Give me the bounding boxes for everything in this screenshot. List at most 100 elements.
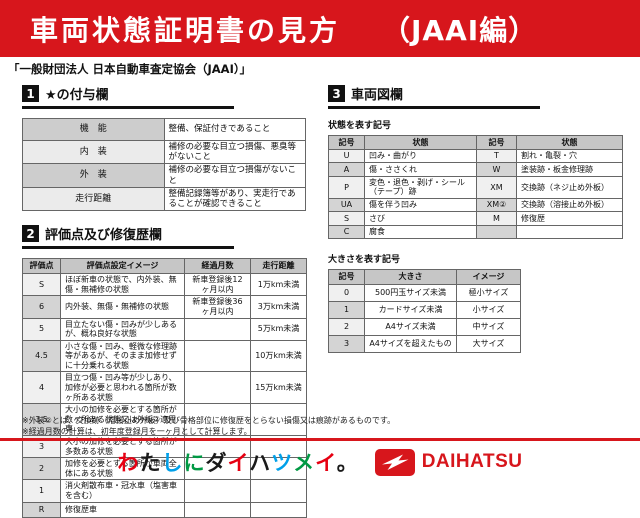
symbol-cell: W [476, 162, 517, 177]
table-row: 5 目立たない傷・凹みが少しあるが、概ね良好な状態 5万km未満 [22, 317, 307, 341]
slogan-char: ツ [271, 451, 294, 475]
table-row: 4.5 小さな傷・凹み、軽微な修理跡等があるが、そのまま加修せずに十分乗れる状態… [22, 339, 307, 373]
symbol-cell: XM② [476, 197, 517, 213]
column-header: イメージ [456, 269, 521, 286]
section2-title: 評価点及び修復歴欄 [45, 228, 163, 244]
mileage-cell [250, 501, 307, 518]
state-cell: 交換跡（溶接止め外板） [516, 197, 623, 213]
slogan-char: メ [293, 451, 316, 475]
image-cell: 小サイズ [456, 301, 521, 320]
slogan-char: 。 [336, 451, 359, 475]
state-symbols-caption: 状態を表す記号 [328, 121, 392, 131]
mileage-cell: 1万km未満 [250, 273, 307, 297]
size-symbols-table: 記号 大きさ イメージ 0 500円玉サイズ未満 極小サイズ 1 カードサイズ未… [328, 269, 521, 354]
column-header: 記号 [328, 269, 365, 286]
symbol-cell: 2 [328, 318, 365, 337]
mileage-cell: 10万km未満 [250, 339, 307, 373]
row-desc: 整備記録簿等があり、実走行であることが確認できること [163, 186, 306, 212]
table-row: U 凹み・曲がり T 割れ・亀裂・穴 [328, 148, 623, 164]
desc-cell: 大小の加修を必要とする箇所が数ヶ所ある状態又は外板②適用車 [60, 403, 185, 437]
months-cell: 新車登録後36ヶ月以内 [184, 295, 251, 319]
state-cell: 交換跡（ネジ止め外板） [516, 175, 623, 199]
section1-number-badge: 1 [22, 85, 39, 102]
state-symbols-table: 記号 状態 記号 状態 U 凹み・曲がり T 割れ・亀裂・穴 A 傷・ささくれ … [328, 135, 623, 240]
row-desc: 整備、保証付きであること [163, 118, 306, 141]
slogan-char: た [139, 451, 162, 475]
table-header-row: 評価点 評価点設定イメージ 経過月数 走行距離 [22, 258, 307, 275]
months-cell: 新車登録後12ヶ月以内 [184, 273, 251, 297]
table-row: 2 A4サイズ未満 中サイズ [328, 318, 521, 337]
footnotes: ※外装②とは、交換跡（溶接止め外板）及び骨格部位に修復歴をとらない損傷又は痕跡が… [22, 416, 395, 438]
column-header: 記号 [476, 135, 517, 150]
months-cell [184, 317, 251, 341]
state-cell: 傷を伴う凹み [364, 197, 477, 213]
slogan-char: イ [227, 451, 250, 475]
column-header: 評価点設定イメージ [60, 258, 185, 275]
slogan-char: に [183, 451, 206, 475]
table-row: C 腐食 [328, 224, 623, 240]
row-label: 外 装 [22, 163, 165, 188]
table-row: A 傷・ささくれ W 塗装跡・板金修理跡 [328, 162, 623, 177]
table-header-row: 記号 状態 記号 状態 [328, 135, 623, 150]
months-cell [184, 371, 251, 405]
size-cell: 500円玉サイズ未満 [364, 284, 457, 303]
daihatsu-emblem-icon [374, 448, 415, 476]
score-cell: 6 [22, 295, 61, 319]
symbol-cell: UA [328, 197, 365, 213]
state-cell: 傷・ささくれ [364, 162, 477, 177]
mileage-cell: 5万km未満 [250, 317, 307, 341]
table-row: 0 500円玉サイズ未満 極小サイズ [328, 284, 521, 303]
mileage-cell [250, 479, 307, 503]
footer-logos: わたしにダイハツメイ。 DAIHATSU [0, 446, 640, 478]
row-desc: 補修の必要な目立つ損傷がないこと [163, 163, 306, 188]
state-cell [516, 224, 623, 240]
slogan-char: ハ [249, 451, 272, 475]
footnote-line: ※外装②とは、交換跡（溶接止め外板）及び骨格部位に修復歴をとらない損傷又は痕跡が… [22, 416, 396, 425]
footnote-line: ※経過月数の計算は、初年度登録月を一ヶ月として計算します。 [22, 426, 252, 436]
image-cell: 中サイズ [456, 318, 521, 337]
daihatsu-brand-logo: DAIHATSU [374, 448, 523, 476]
table-row: 内 装 補修の必要な目立つ損傷、悪臭等がないこと [22, 139, 306, 165]
table-row: P 変色・退色・剥げ・シール（テープ）跡 XM 交換跡（ネジ止め外板） [328, 175, 623, 199]
title-banner: 車両状態証明書の見方 （JAAI編） [0, 0, 640, 57]
row-label: 走行距離 [22, 186, 165, 212]
left-column: 1 ★の付与欄 機 能 整備、保証付きであること 内 装 補修の必要な目立つ損傷… [22, 84, 308, 518]
state-cell: さび [364, 211, 477, 226]
state-cell: 腐食 [364, 224, 477, 240]
column-header: 走行距離 [250, 258, 307, 275]
state-cell: 変色・退色・剥げ・シール（テープ）跡 [364, 175, 477, 199]
section3-header: 3 車両図欄 [328, 84, 540, 109]
table-row: 3 A4サイズを超えたもの 大サイズ [328, 335, 521, 354]
column-header: 大きさ [364, 269, 457, 286]
score-cell: 3.5 [22, 403, 61, 437]
score-cell: R [22, 501, 61, 518]
section2-header: 2 評価点及び修復歴欄 [22, 224, 234, 250]
table-row: 4 目立つ傷・凹み等が少しあり、加修が必要と思われる箇所が数ヶ所ある状態 15万… [22, 371, 307, 405]
size-cell: A4サイズを超えたもの [364, 335, 457, 354]
section3-title: 車両図欄 [351, 88, 404, 103]
row-desc: 補修の必要な目立つ損傷、悪臭等がないこと [163, 139, 306, 165]
symbol-cell: 0 [328, 284, 365, 303]
table-row: 6 内外装、無傷・無補修の状態 新車登録後36ヶ月以内 3万km未満 [22, 295, 307, 319]
symbol-cell: A [328, 162, 365, 177]
right-column: 3 車両図欄 状態を表す記号 記号 状態 記号 状態 U 凹み・曲がり T 割れ… [328, 84, 625, 354]
symbol-cell: M [476, 211, 517, 226]
size-symbols-caption: 大きさを表す記号 [328, 255, 401, 266]
image-cell: 大サイズ [456, 335, 521, 354]
score-cell: 4.5 [22, 339, 61, 373]
image-cell: 極小サイズ [456, 284, 521, 303]
symbol-cell [476, 224, 517, 240]
mileage-cell [250, 403, 307, 437]
section1-title: ★の付与欄 [45, 88, 109, 103]
symbol-cell: 1 [328, 301, 365, 320]
mileage-cell: 3万km未満 [250, 295, 307, 319]
table-row: UA 傷を伴う凹み XM② 交換跡（溶接止め外板） [328, 197, 623, 213]
desc-cell: 内外装、無傷・無補修の状態 [60, 295, 185, 319]
organization-subtitle: 「一般財団法人 日本自動車査定協会（JAAI）」 [8, 62, 252, 76]
table-row: 外 装 補修の必要な目立つ損傷がないこと [22, 163, 306, 188]
score-cell: 5 [22, 317, 61, 341]
size-cell: A4サイズ未満 [364, 318, 457, 337]
daihatsu-wordmark: DAIHATSU [421, 451, 523, 472]
desc-cell: 小さな傷・凹み、軽微な修理跡等があるが、そのまま加修せずに十分乗れる状態 [60, 339, 185, 373]
score-cell: 4 [22, 371, 61, 405]
